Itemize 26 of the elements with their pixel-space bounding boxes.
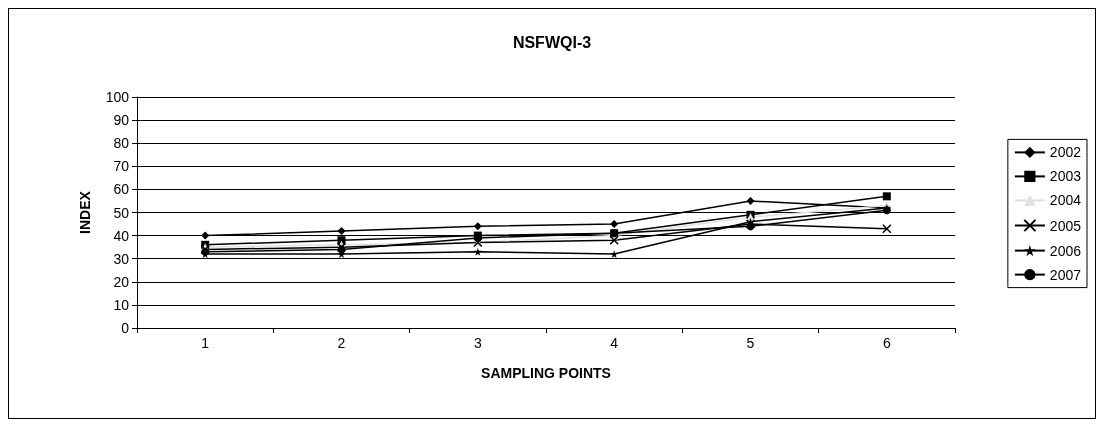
x-axis-title: SAMPLING POINTS — [481, 365, 611, 381]
x-tick-label: 5 — [746, 335, 755, 351]
y-tick-label: 90 — [113, 112, 130, 129]
legend-label: 2002 — [1049, 144, 1082, 161]
y-tick-label: 10 — [113, 296, 130, 313]
x-tick-label: 1 — [201, 335, 210, 351]
y-tick-label: 80 — [113, 135, 130, 152]
legend-label: 2003 — [1049, 168, 1082, 185]
legend-label: 2004 — [1049, 192, 1082, 209]
y-tick-label: 0 — [121, 320, 130, 336]
y-tick-label: 100 — [105, 89, 130, 105]
y-axis-title: INDEX — [77, 190, 93, 234]
y-tick-label: 30 — [113, 250, 130, 267]
x-tick-label: 6 — [882, 335, 891, 351]
y-tick-label: 50 — [113, 204, 130, 221]
x-tick-label: 3 — [473, 335, 482, 351]
x-tick-label: 2 — [337, 335, 346, 351]
legend-label: 2005 — [1049, 217, 1082, 234]
legend-label: 2007 — [1049, 266, 1082, 283]
y-tick-label: 40 — [113, 227, 130, 244]
chart-title: NSFWQI-3 — [512, 33, 592, 51]
legend-label: 2006 — [1049, 242, 1082, 259]
x-tick-label: 4 — [610, 335, 619, 351]
y-tick-label: 20 — [113, 273, 130, 290]
y-tick-label: 70 — [113, 158, 130, 175]
y-tick-label: 60 — [113, 181, 130, 198]
